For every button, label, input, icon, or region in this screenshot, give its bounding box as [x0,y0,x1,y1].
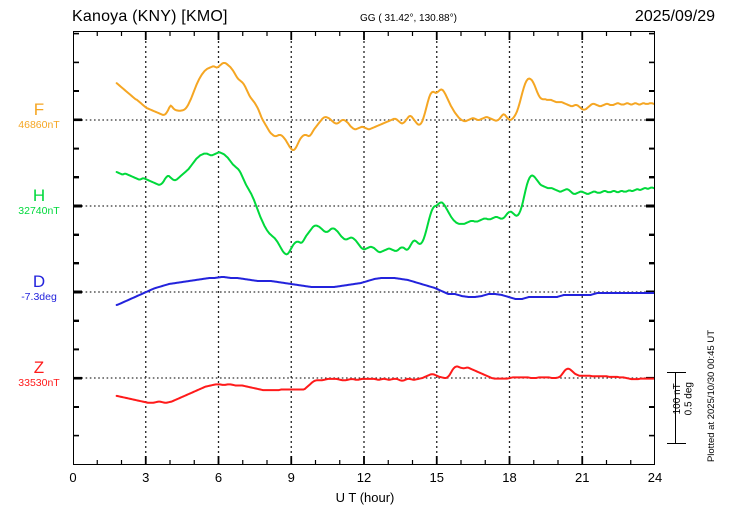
component-label-Z: Z 33530nT [8,359,70,389]
component-baseline-H: 32740nT [18,204,60,217]
component-baseline-F: 46860nT [18,118,60,131]
component-symbol-Z: Z [33,358,45,377]
observation-date: 2025/09/29 [634,8,715,25]
magnetogram-traces [73,31,655,465]
component-baseline-Z: 33530nT [18,376,60,389]
scale-bar-cap-bottom [667,442,686,444]
scale-bar-cap-top [667,372,686,374]
component-symbol-F: F [33,100,45,119]
x-tick-15: 15 [429,470,444,485]
component-baseline-D: -7.3deg [21,290,57,303]
scale-bar-nt: 100 nT [672,383,683,415]
plotted-at-timestamp: Plotted at 2025/10/30 00:45 UT [706,330,717,463]
x-tick-6: 6 [214,470,223,485]
plot-frame [73,31,655,465]
scale-bar-deg: 0.5 deg [683,382,695,416]
x-axis-title: U T (hour) [335,490,395,505]
x-tick-12: 12 [356,470,372,485]
geographic-coordinates: GG ( 31.42°, 130.88°) [360,13,457,24]
component-symbol-H: H [32,186,46,205]
magnetogram-plot-area [73,31,655,465]
scale-bar-line [675,372,677,444]
component-symbol-D: D [32,272,46,291]
component-label-F: F 46860nT [8,101,70,131]
scale-bar-label: 100 nT 0.5 deg [672,382,695,415]
x-tick-21: 21 [575,470,590,485]
x-tick-3: 3 [142,470,150,485]
x-tick-18: 18 [502,470,517,485]
station-title: Kanoya (KNY) [KMO] [72,8,228,25]
scale-bar [663,372,689,444]
x-tick-9: 9 [287,470,295,485]
x-tick-24: 24 [647,470,663,485]
component-label-H: H 32740nT [8,187,70,217]
x-tick-0: 0 [69,470,77,485]
component-label-D: D -7.3deg [8,273,70,303]
